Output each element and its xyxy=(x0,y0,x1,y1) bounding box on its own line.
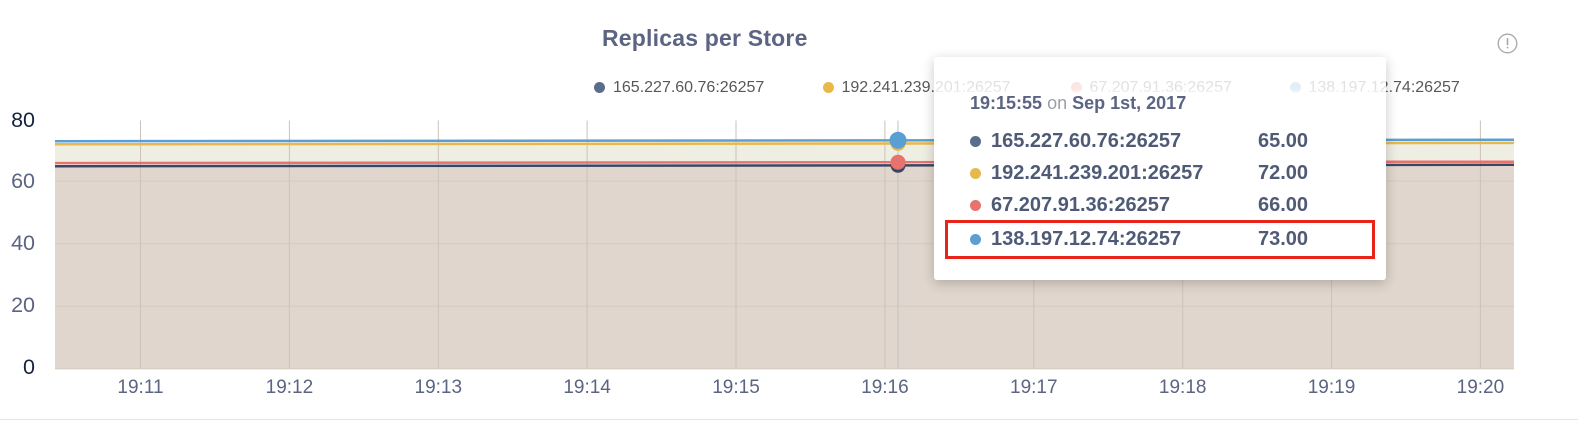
svg-text:19:15: 19:15 xyxy=(712,377,760,398)
svg-text:19:19: 19:19 xyxy=(1308,377,1356,398)
svg-text:19:14: 19:14 xyxy=(563,377,611,398)
svg-text:19:16: 19:16 xyxy=(861,377,909,398)
svg-text:19:18: 19:18 xyxy=(1159,377,1207,398)
svg-text:80: 80 xyxy=(11,108,35,132)
svg-text:19:12: 19:12 xyxy=(266,377,314,398)
svg-text:19:20: 19:20 xyxy=(1457,377,1505,398)
svg-text:19:13: 19:13 xyxy=(415,377,463,398)
svg-text:19:17: 19:17 xyxy=(1010,377,1058,398)
svg-text:40: 40 xyxy=(11,231,35,255)
svg-text:0: 0 xyxy=(23,355,35,379)
svg-text:60: 60 xyxy=(11,169,35,193)
svg-text:20: 20 xyxy=(11,293,35,317)
svg-text:19:11: 19:11 xyxy=(117,377,163,398)
